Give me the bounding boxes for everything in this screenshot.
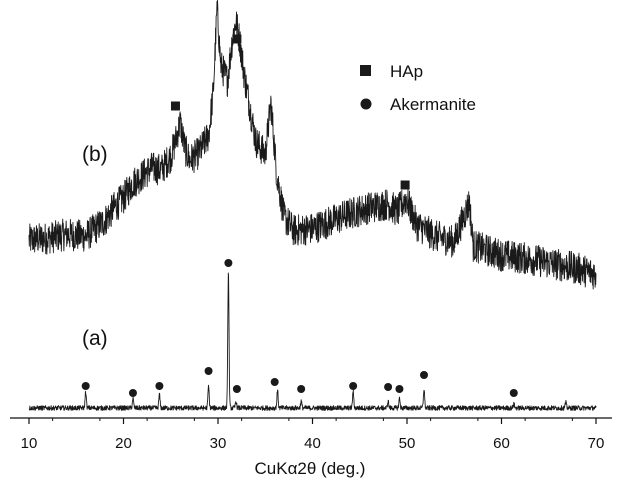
akermanite-peak-marker [155,382,164,390]
peak-markers [81,34,518,397]
x-tick-label: 50 [399,435,416,452]
x-tick-label: 20 [115,435,132,452]
x-tick-label: 40 [304,435,321,452]
akermanite-peak-marker [420,371,429,379]
series-b-label: (b) [82,143,108,166]
legend-akermanite-marker [360,98,372,110]
legend-hap-label: HAp [390,62,423,81]
akermanite-peak-marker [349,382,358,390]
akermanite-peak-marker [204,367,213,375]
x-tick-label: 60 [493,435,510,452]
series-a-line [28,272,597,411]
x-axis: 10 20 30 40 50 60 70 [10,417,612,452]
akermanite-peak-marker [232,385,241,393]
akermanite-peak-marker [270,378,279,386]
akermanite-peak-marker [224,259,233,267]
x-axis-title: CuKα2θ (deg.) [255,459,366,478]
hap-peak-marker [232,34,242,44]
x-tick-label: 70 [588,435,605,452]
hap-peak-marker [400,180,410,190]
legend: HAp Akermanite [360,62,476,114]
akermanite-peak-marker [81,382,90,390]
hap-peak-marker [170,101,180,111]
x-tick-label: 30 [210,435,227,452]
legend-hap-marker [360,65,371,76]
akermanite-peak-marker [509,389,518,397]
x-tick-label: 10 [21,435,38,452]
series-b-line [28,0,597,290]
akermanite-peak-marker [128,389,137,397]
series-a-label: (a) [82,327,108,350]
legend-akermanite-label: Akermanite [390,95,476,114]
akermanite-peak-marker [297,385,306,393]
plot-area [28,0,597,411]
akermanite-peak-marker [395,385,404,393]
akermanite-peak-marker [384,383,393,391]
